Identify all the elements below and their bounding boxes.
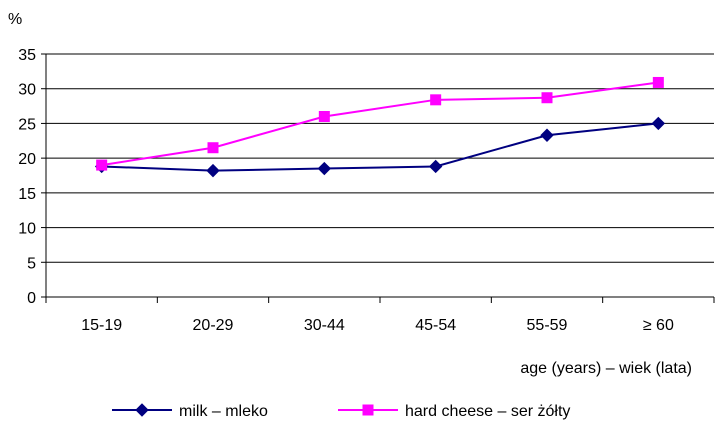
legend-label: hard cheese – ser żółty — [405, 403, 570, 420]
legend: milk – mleko hard cheese – ser żółty — [112, 403, 570, 420]
series-2 — [96, 76, 664, 171]
x-axis-label: age (years) – wiek (lata) — [520, 360, 692, 377]
y-tick-label: 35 — [18, 47, 36, 64]
data-point — [651, 116, 666, 131]
data-point — [317, 161, 332, 176]
data-point — [318, 110, 330, 122]
y-tick-label: 20 — [18, 151, 36, 168]
y-tick-label: 10 — [18, 221, 36, 238]
y-tick-label: 15 — [18, 186, 36, 203]
x-tick-label: 55-59 — [527, 317, 568, 334]
y-tick-label: 0 — [27, 290, 36, 307]
legend-swatch-marker — [135, 403, 149, 417]
y-tick-label: 25 — [18, 116, 36, 133]
y-tick-label: 5 — [27, 255, 36, 272]
legend-item: milk – mleko — [112, 403, 268, 420]
y-tick-labels: 0 5 10 15 20 25 30 35 — [18, 47, 36, 307]
x-tick-label: 20-29 — [193, 317, 234, 334]
axes — [41, 53, 715, 303]
legend-label: milk – mleko — [179, 403, 268, 420]
x-tick-label: 45-54 — [415, 317, 456, 334]
series-line — [101, 81, 659, 167]
data-point — [428, 159, 443, 174]
series-line — [101, 122, 659, 172]
legend-item: hard cheese – ser żółty — [338, 403, 570, 420]
y-tick-label: 30 — [18, 82, 36, 99]
y-axis-label: % — [8, 11, 22, 28]
series-1 — [94, 116, 666, 178]
x-tick-label: 15-19 — [81, 317, 122, 334]
data-point — [206, 163, 220, 178]
data-point — [540, 128, 554, 142]
x-tick-label: ≥ 60 — [643, 317, 674, 334]
series-group — [94, 76, 666, 178]
data-point — [207, 142, 219, 154]
data-point — [430, 94, 442, 106]
data-point — [541, 92, 553, 104]
x-tick-label: 30-44 — [304, 317, 345, 334]
x-tick-labels: 15-19 20-29 30-44 45-54 55-59 ≥ 60 — [81, 317, 674, 334]
data-point — [96, 159, 108, 171]
gridlines — [46, 53, 714, 263]
data-point — [652, 76, 664, 88]
legend-swatch-marker — [362, 404, 374, 416]
